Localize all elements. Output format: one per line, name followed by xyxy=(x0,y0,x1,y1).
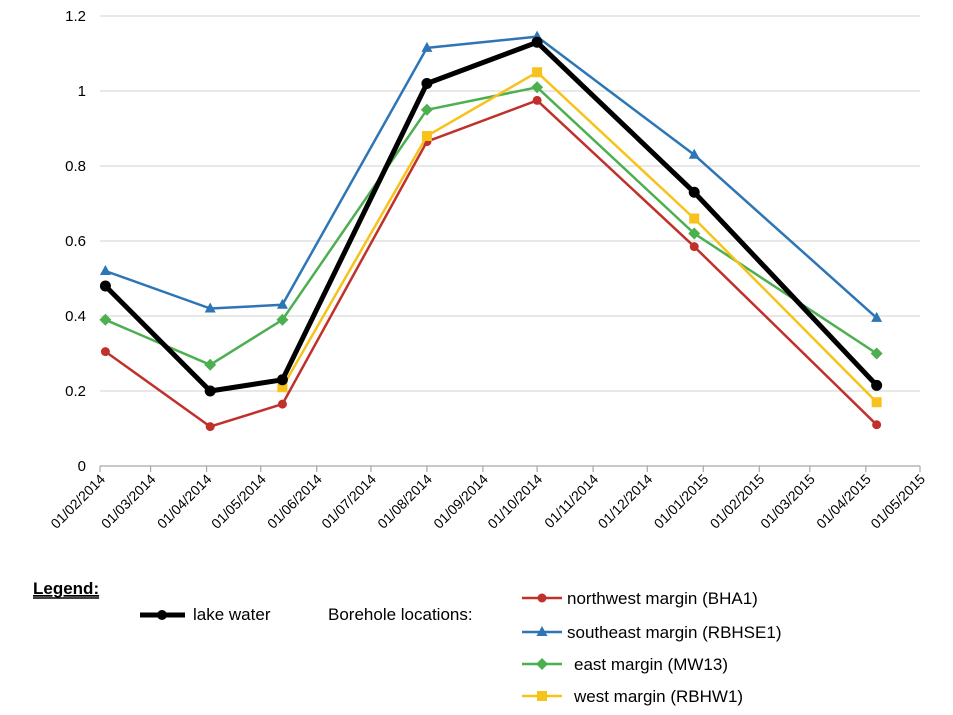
data-point-east-margin-mw13 xyxy=(420,103,433,116)
data-point-southeast-margin-rbhse1 xyxy=(871,311,883,322)
series-west-margin-rbhw1 xyxy=(277,67,882,408)
y-tick-label: 0.2 xyxy=(65,383,86,400)
x-tick-label: 01/12/2014 xyxy=(595,471,656,532)
series-southeast-margin-rbhse1 xyxy=(99,30,883,322)
data-point-northwest-margin-bha1 xyxy=(100,347,110,357)
legend-rbhse1-label: southeast margin (RBHSE1) xyxy=(567,623,781,642)
data-point-lake-water xyxy=(688,186,700,198)
data-point-northwest-margin-bha1 xyxy=(689,242,699,252)
data-point-lake-water xyxy=(531,36,543,48)
series-line-lake-water xyxy=(103,39,879,394)
data-point-lake-water xyxy=(99,280,111,292)
series-northwest-margin-bha1 xyxy=(100,95,882,432)
y-tick-label: 0 xyxy=(78,458,86,475)
x-tick-label: 01/08/2014 xyxy=(374,471,435,532)
data-point-southeast-margin-rbhse1 xyxy=(421,41,433,52)
axes xyxy=(99,465,921,472)
legend-rbhse1-marker xyxy=(536,626,548,636)
data-point-west-margin-rbhw1 xyxy=(532,67,543,78)
x-tick-label: 01/01/2015 xyxy=(651,471,712,532)
series-east-margin-mw13 xyxy=(99,81,883,371)
legend-title: Legend: xyxy=(33,579,99,598)
x-tick-label: 01/07/2014 xyxy=(318,471,379,532)
legend-group-label: Borehole locations: xyxy=(328,605,473,624)
series-lake-water xyxy=(99,36,883,397)
data-point-west-margin-rbhw1 xyxy=(277,382,288,393)
data-point-northwest-margin-bha1 xyxy=(872,420,882,430)
gridlines xyxy=(100,15,920,392)
y-tick-label: 0.8 xyxy=(65,158,86,175)
data-point-southeast-margin-rbhse1 xyxy=(99,265,111,275)
data-point-lake-water xyxy=(276,374,288,386)
legend-bha1-label: northwest margin (BHA1) xyxy=(567,589,758,608)
series-line-east-margin-mw13 xyxy=(104,86,878,367)
legend-rbhw1-label: west margin (RBHW1) xyxy=(573,687,743,706)
x-tick-label: 01/06/2014 xyxy=(264,471,325,532)
x-axis-ticks: 01/02/201401/03/201401/04/201401/05/2014… xyxy=(47,471,928,532)
data-point-east-margin-mw13 xyxy=(276,313,289,326)
y-tick-label: 1 xyxy=(78,83,86,100)
data-point-southeast-margin-rbhse1 xyxy=(204,302,216,313)
data-point-lake-water xyxy=(204,385,216,397)
data-point-northwest-margin-bha1 xyxy=(205,422,215,432)
data-point-east-margin-mw13 xyxy=(688,227,701,240)
legend-lake-water-label: lake water xyxy=(193,605,271,624)
data-point-east-margin-mw13 xyxy=(99,313,112,326)
data-point-west-margin-rbhw1 xyxy=(689,213,700,224)
y-axis-ticks: 0 0.2 0.4 0.6 0.8 1 1.2 xyxy=(65,8,86,475)
x-tick-label: 01/11/2014 xyxy=(541,471,601,531)
legend-lake-water-marker xyxy=(157,610,167,620)
data-point-west-margin-rbhw1 xyxy=(871,397,882,408)
x-tick-label: 01/03/2015 xyxy=(757,471,818,532)
data-point-east-margin-mw13 xyxy=(204,358,217,371)
legend-bha1-marker xyxy=(537,593,547,603)
data-point-southeast-margin-rbhse1 xyxy=(276,298,288,309)
y-tick-label: 0.6 xyxy=(65,233,86,250)
legend-rbhw1-marker xyxy=(537,691,547,701)
data-point-east-margin-mw13 xyxy=(531,81,544,94)
x-tick-label: 01/04/2015 xyxy=(813,471,874,532)
x-tick-label: 01/05/2015 xyxy=(867,471,928,532)
x-tick-label: 01/10/2014 xyxy=(484,471,545,532)
data-point-southeast-margin-rbhse1 xyxy=(688,148,700,159)
data-point-lake-water xyxy=(871,379,883,391)
series-group xyxy=(99,30,883,432)
y-tick-label: 0.4 xyxy=(65,308,86,325)
data-point-northwest-margin-bha1 xyxy=(277,399,287,409)
legend-mw13-marker xyxy=(536,658,548,670)
data-point-west-margin-rbhw1 xyxy=(421,131,432,141)
x-tick-label: 01/09/2014 xyxy=(430,471,491,532)
legend: Legend: lake water Borehole locations: n… xyxy=(33,579,781,706)
data-point-east-margin-mw13 xyxy=(870,347,883,360)
x-tick-label: 01/05/2014 xyxy=(208,471,269,532)
data-point-northwest-margin-bha1 xyxy=(532,95,542,105)
data-point-lake-water xyxy=(421,78,433,89)
legend-mw13-label: east margin (MW13) xyxy=(574,655,728,674)
series-line-southeast-margin-rbhse1 xyxy=(104,35,878,319)
x-tick-label: 01/03/2014 xyxy=(98,471,159,532)
x-tick-label: 01/04/2014 xyxy=(154,471,215,532)
y-tick-label: 1.2 xyxy=(65,8,86,25)
